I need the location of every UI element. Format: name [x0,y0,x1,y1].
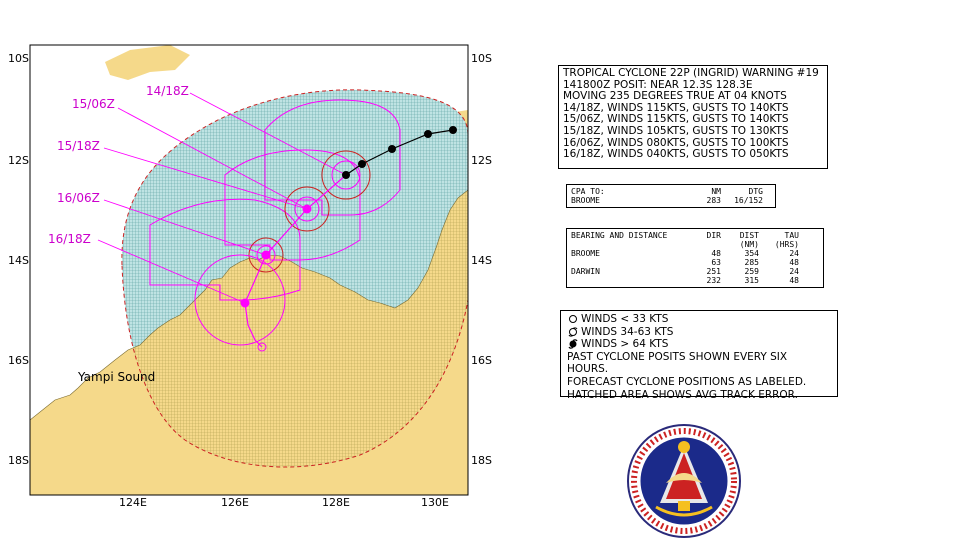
bearing-place: DARWIN [571,267,600,276]
lat-label: 12S [471,154,492,167]
cpa-header: CPA TO: NM DTG [571,187,771,196]
land-island [105,45,190,80]
bearing-tau-unit: (HRS) [774,240,799,249]
warning-line: 15/06Z, WINDS 115KTS, GUSTS TO 140KTS [563,113,789,126]
wind-radii-64 [194,160,361,346]
lat-label: 16S [471,354,492,367]
bearing-title: BEARING AND DISTANCE [571,231,668,240]
hurricane-filled-icon [568,339,578,350]
bearing-dir: 251 [706,267,721,276]
forecast-marker-16-06 [261,250,271,260]
bearing-place [571,258,689,267]
lat-label: 10S [8,52,29,65]
warning-line: 15/18Z, WINDS 105KTS, GUSTS TO 130KTS [563,124,789,137]
forecast-label-16-06: 16/06Z [57,191,100,205]
cpa-label: CPA TO: [571,187,605,196]
warning-line: MOVING 235 DEGREES TRUE AT 04 KNOTS [563,90,787,103]
legend-note: HATCHED AREA SHOWS AVG TRACK ERROR. [567,388,798,401]
bearing-dir: 48 [711,249,721,258]
wind-radii-34 [248,150,371,273]
bearing-tau: 24 [789,249,799,258]
legend-note: FORECAST CYCLONE POSITIONS AS LABELED. [567,375,807,388]
forecast-label-15-18: 15/18Z [57,139,100,153]
latitude-labels: 10S 10S 12S 12S 14S 14S 16S 16S 18S 18S [8,52,492,467]
bearing-dir-header: DIR [706,231,721,240]
lat-label: 18S [471,454,492,467]
cpa-row: BROOME 283 16/152 [571,196,771,205]
wind-radii [149,99,401,301]
forecast-marker-16-18 [240,298,250,308]
legend-panel: WINDS < 33 KTS WINDS 34-63 KTS WINDS > 6… [560,310,838,401]
warning-line: 141800Z POSIT: NEAR 12.3S 128.3E [563,78,753,91]
bearing-dist: 315 [744,276,759,285]
hurricane-open-icon [568,327,578,337]
lon-label: 124E [119,496,147,509]
lat-label: 10S [471,52,492,65]
lat-label: 14S [8,254,29,267]
lat-label: 12S [8,154,29,167]
bearing-distance-panel: BEARING AND DISTANCE DIR DIST TAU (NM) (… [566,228,824,288]
cpa-nm-header: NM [711,187,721,196]
lon-label: 126E [221,496,249,509]
bearing-tau: 48 [789,276,799,285]
table-row: DARWIN 251 259 24 [571,267,819,276]
bearing-subheader: (NM) (HRS) [571,240,819,249]
forecast-label-16-18: 16/18Z [48,232,91,246]
warning-line: TROPICAL CYCLONE 22P (INGRID) WARNING #1… [563,67,819,79]
bearing-dir: 63 [711,258,721,267]
longitude-labels: 124E 126E 128E 130E [119,496,449,509]
place-label-yampi-sound: Yampi Sound [77,370,155,384]
bearing-dist-unit: (NM) [739,240,759,249]
legend-item: WINDS 34-63 KTS [567,326,831,339]
forecast-labels: 14/18Z 15/06Z 15/18Z 16/06Z 16/18Z [48,84,189,246]
forecast-end-marker [257,342,267,352]
lon-label: 130E [421,496,449,509]
past-positions [342,126,457,179]
table-row: 232 315 48 [571,276,819,285]
legend-wind-gt64: WINDS > 64 KTS [581,338,669,351]
legend-wind-lt33: WINDS < 33 KTS [581,313,669,325]
open-circle-icon [569,315,577,324]
cpa-panel: CPA TO: NM DTG BROOME 283 16/152 [566,184,776,208]
table-row: BROOME 48 354 24 [571,249,819,258]
legend-wind-34-63: WINDS 34-63 KTS [581,325,674,338]
lon-label: 128E [322,496,350,509]
bearing-tau-header: TAU [784,231,799,240]
forecast-marker-15-06 [302,204,312,214]
bearing-dir: 232 [706,276,721,285]
lat-label: 16S [8,354,29,367]
legend-item: WINDS > 64 KTS [567,338,831,351]
jtwc-seal-icon [627,424,741,538]
lat-label: 18S [8,454,29,467]
bearing-header: BEARING AND DISTANCE DIR DIST TAU [571,231,819,240]
warning-panel: TROPICAL CYCLONE 22P (INGRID) WARNING #1… [558,65,828,169]
cpa-place: BROOME [571,196,600,205]
bearing-tau: 48 [789,258,799,267]
bearing-dist: 285 [744,258,759,267]
bearing-dist: 354 [744,249,759,258]
warning-line: 16/18Z, WINDS 040KTS, GUSTS TO 050KTS [563,148,789,161]
warning-line: 14/18Z, WINDS 115KTS, GUSTS TO 140KTS [563,101,789,114]
forecast-label-15-06: 15/06Z [72,97,115,111]
map-frame [29,44,469,496]
forecast-label-14-18: 14/18Z [146,84,189,98]
bearing-tau: 24 [789,267,799,276]
cpa-nm: 283 [706,196,721,205]
bearing-dist: 259 [744,267,759,276]
table-row: 63 285 48 [571,258,819,267]
cpa-dtg-header: DTG [748,187,763,196]
legend-note: PAST CYCLONE POSITS SHOWN EVERY SIX HOUR… [567,350,788,376]
bearing-place: BROOME [571,249,600,258]
legend-item: WINDS < 33 KTS [567,313,831,326]
warning-line: 16/06Z, WINDS 080KTS, GUSTS TO 100KTS [563,136,789,149]
track-error-boundary [121,89,468,468]
bearing-place [571,276,689,285]
forecast-leaders [97,92,347,304]
bearing-dist-header: DIST [739,231,759,240]
cpa-dtg: 16/152 [734,196,763,205]
lat-label: 14S [471,254,492,267]
